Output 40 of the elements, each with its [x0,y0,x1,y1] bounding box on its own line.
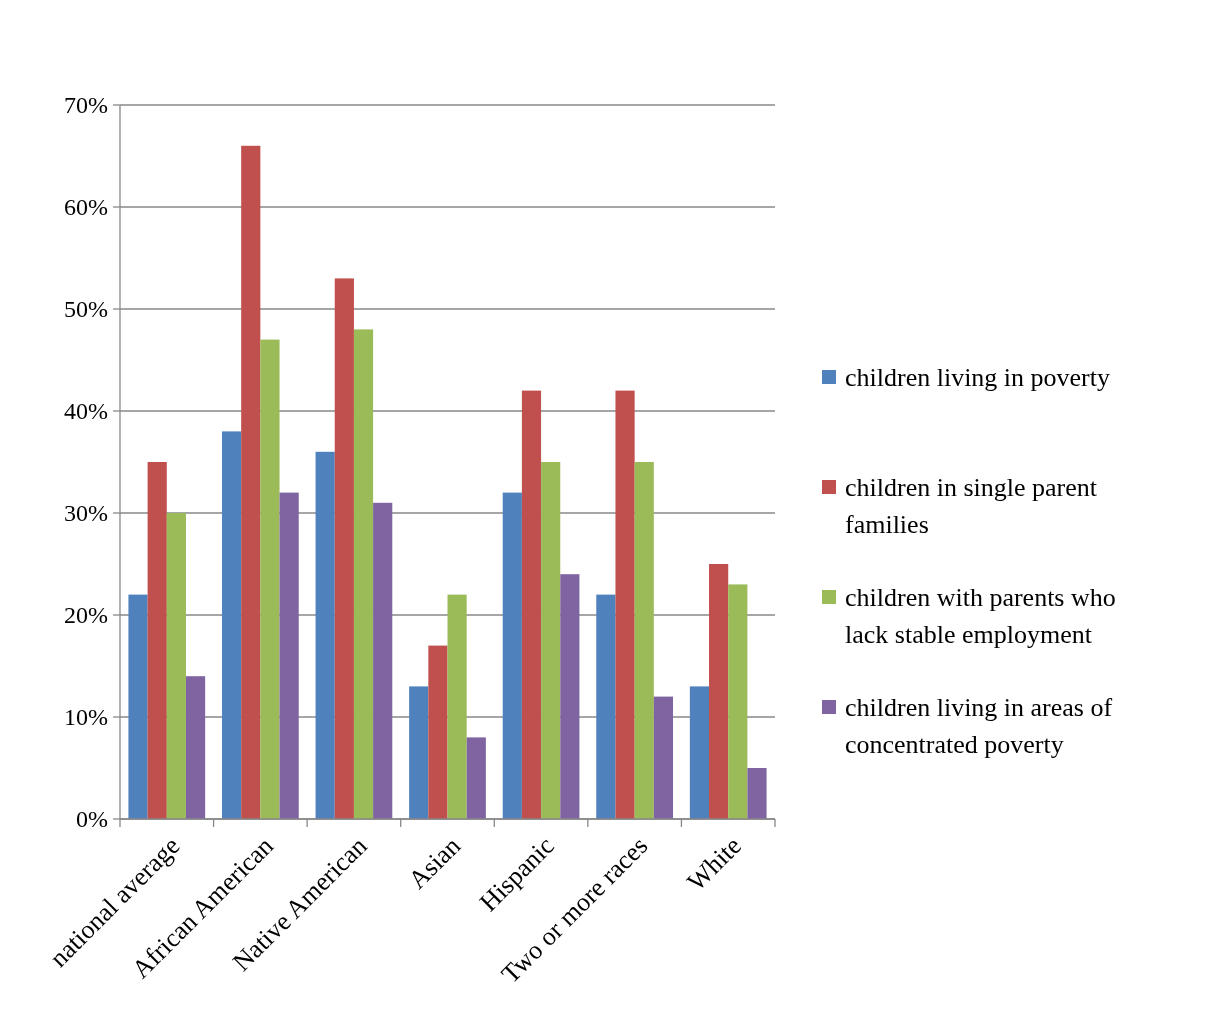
bar [315,451,335,819]
y-tick-label: 30% [64,500,108,527]
legend-label: children in single parent families [845,473,1098,539]
bar [560,574,580,819]
bar [128,594,148,819]
y-tick-label: 50% [64,296,108,323]
bar [689,686,710,819]
y-tick-label: 0% [76,806,108,833]
bar [596,594,616,819]
bar [373,502,393,819]
bar [334,278,354,819]
bar [241,145,261,819]
legend-label: children living in areas of concentrated poverty [845,693,1113,759]
bar [147,462,167,819]
bar [709,564,729,819]
bar [653,696,674,819]
y-tick-label: 20% [64,602,108,629]
bar [428,645,448,819]
y-tick-label: 60% [64,194,108,221]
bar [279,492,299,819]
bar [353,329,374,819]
bar [260,339,280,819]
bar [409,686,429,819]
bar [166,513,186,819]
bar [728,584,748,819]
bar [502,492,522,819]
bar [466,737,486,819]
y-tick-label: 70% [64,92,108,119]
bar [185,676,206,819]
legend-label: children living in poverty [845,363,1111,393]
legend-label: children with parents who lack stable employment [845,583,1116,649]
y-tick-label: 10% [64,704,108,731]
bar [615,390,635,819]
bar [521,390,542,819]
bar [634,462,654,819]
bar [447,594,467,819]
bar [747,768,767,819]
y-tick-label: 40% [64,398,108,425]
bar [221,431,242,819]
bar [541,462,561,819]
